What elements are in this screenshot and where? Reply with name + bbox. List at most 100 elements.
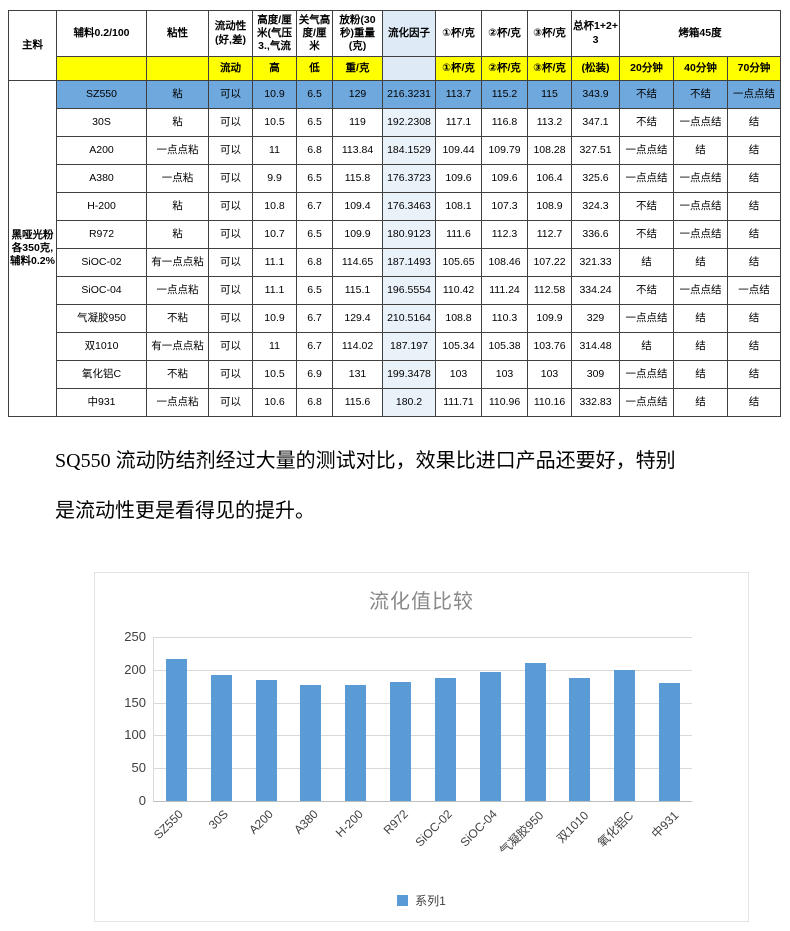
material-name-cell: 双1010 — [56, 332, 147, 361]
data-cell: 可以 — [208, 332, 253, 361]
data-cell: 结 — [726, 108, 782, 137]
header2-low: 低 — [296, 56, 333, 81]
table-row: 氧化铝C 不粘 可以 10.5 6.9 131 199.3478 103 103 103 309 一点… — [9, 360, 782, 389]
data-cell: 112.3 — [481, 220, 528, 249]
data-cell: 6.5 — [296, 276, 333, 305]
data-cell: 131 — [332, 360, 383, 389]
data-cell: 309 — [571, 360, 620, 389]
y-axis-label: 150 — [124, 694, 146, 710]
data-cell: 结 — [726, 388, 782, 417]
data-cell: 可以 — [208, 304, 253, 333]
gridline — [154, 637, 692, 638]
data-cell: 115.2 — [481, 80, 528, 109]
bar-中931 — [659, 682, 681, 801]
data-cell: 105.34 — [435, 332, 482, 361]
material-name-cell: SiOC-04 — [56, 276, 147, 305]
data-cell: 一点结 — [726, 276, 782, 305]
table-row: A200 一点点粘 可以 11 6.8 113.84 184.1529 109.44 109.7… — [9, 136, 782, 165]
data-cell: 不结 — [619, 220, 674, 249]
data-cell: 可以 — [208, 276, 253, 305]
data-cell: 6.7 — [296, 192, 333, 221]
side-label: 黑哑光粉各350克,辅料0.2% — [8, 80, 57, 417]
table-row: 黑哑光粉各350克,辅料0.2% SZ550 粘可以 10.9 6.5 129 216.32… — [8, 80, 782, 417]
data-cell: 可以 — [208, 360, 253, 389]
data-cell: 180.2 — [382, 388, 436, 417]
header2-loose: (松装) — [571, 56, 620, 81]
data-cell: 一点点结 — [673, 164, 728, 193]
bar-双1010 — [569, 678, 591, 801]
chart-legend: 系列1 — [95, 892, 748, 909]
data-cell: 114.65 — [332, 248, 383, 277]
data-cell: 结 — [726, 304, 782, 333]
data-cell: 结 — [673, 332, 728, 361]
table-row: H-200 粘可以 10.8 6.7 109.4 176.3463 108.1 107.3 10… — [9, 192, 782, 221]
table-row: 气凝胶950 不粘 可以 10.9 6.7 129.4 210.5164 108.8 110.3… — [9, 304, 782, 333]
col-header-aux: 辅料0.2/100 — [56, 10, 147, 57]
col-header-total: 总杯1+2+3 — [571, 10, 620, 57]
data-cell: 129 — [332, 80, 383, 109]
data-cell: 6.7 — [296, 304, 333, 333]
table-body: 黑哑光粉各350克,辅料0.2% SZ550 粘可以 10.9 6.5 129 216.32… — [8, 80, 782, 417]
data-cell: 不结 — [673, 80, 728, 109]
bar-SiOC-02 — [434, 678, 456, 801]
data-cell: 可以 — [208, 192, 253, 221]
data-cell: 结 — [673, 360, 728, 389]
data-cell: 一点点结 — [619, 164, 674, 193]
data-cell: 119 — [332, 108, 383, 137]
data-cell: 不粘 — [146, 360, 209, 389]
data-cell: 199.3478 — [382, 360, 436, 389]
legend-label: 系列1 — [415, 894, 446, 908]
material-name-cell: A380 — [56, 164, 147, 193]
col-header-fluidity: 流动性(好,差) — [208, 10, 253, 57]
table-row: SiOC-04 一点点粘 可以 11.1 6.5 115.1 196.5554 110.42 1… — [9, 276, 782, 305]
data-cell: 有一点点粘 — [146, 248, 209, 277]
material-name-cell: H-200 — [56, 192, 147, 221]
data-cell: 一点点结 — [673, 220, 728, 249]
data-cell: 结 — [726, 136, 782, 165]
bar-A380 — [300, 685, 322, 801]
data-cell: 11 — [252, 136, 297, 165]
data-cell: 结 — [726, 192, 782, 221]
data-cell: 109.6 — [481, 164, 528, 193]
data-cell: 113.7 — [435, 80, 482, 109]
data-cell: 110.96 — [481, 388, 528, 417]
data-cell: 可以 — [208, 248, 253, 277]
material-name-cell: R972 — [56, 220, 147, 249]
y-axis-label: 250 — [124, 629, 146, 644]
header-row-1: 主料 辅料0.2/100 粘性 流动性(好,差) 高度/厘米(气压3.,气流 关… — [8, 10, 782, 81]
table-row: 双1010 有一点点粘 可以 11 6.7 114.02 187.197 105.34 105.… — [9, 332, 782, 361]
col-header-cup1: ①杯/克 — [435, 10, 482, 57]
data-cell: 176.3463 — [382, 192, 436, 221]
data-cell: 103 — [527, 360, 572, 389]
data-cell: 180.9123 — [382, 220, 436, 249]
data-cell: 一点点粘 — [146, 388, 209, 417]
data-cell: 115.6 — [332, 388, 383, 417]
data-cell: 112.7 — [527, 220, 572, 249]
data-cell: 不结 — [619, 108, 674, 137]
data-cell: 110.3 — [481, 304, 528, 333]
data-cell: 108.9 — [527, 192, 572, 221]
header2-40min: 40分钟 — [673, 56, 728, 81]
data-cell: 192.2308 — [382, 108, 436, 137]
data-cell: 6.8 — [296, 248, 333, 277]
data-cell: 可以 — [208, 136, 253, 165]
summary-paragraph: SQ550 流动防结剂经过大量的测试对比，效果比进口产品还要好，特别是流动性更是… — [55, 450, 676, 522]
col-header-powder: 放粉(30秒)重量(克) — [332, 10, 383, 57]
data-cell: 103 — [435, 360, 482, 389]
gridline — [154, 735, 692, 737]
data-cell: 结 — [726, 220, 782, 249]
data-cell: 343.9 — [571, 80, 620, 109]
data-cell: 210.5164 — [382, 304, 436, 333]
data-cell: 结 — [726, 332, 782, 361]
data-cell: 6.5 — [296, 80, 333, 109]
table-row: A380 一点粘 可以 9.9 6.5 115.8 176.3723 109.6 109.6 10… — [9, 164, 782, 193]
data-cell: 结 — [673, 388, 728, 417]
data-cell: 108.1 — [435, 192, 482, 221]
data-cell: 11 — [252, 332, 297, 361]
data-cell: 6.5 — [296, 220, 333, 249]
col-header-cup3: ③杯/克 — [527, 10, 572, 57]
data-cell: 10.7 — [252, 220, 297, 249]
data-cell: 109.44 — [435, 136, 482, 165]
data-cell: 9.9 — [252, 164, 297, 193]
